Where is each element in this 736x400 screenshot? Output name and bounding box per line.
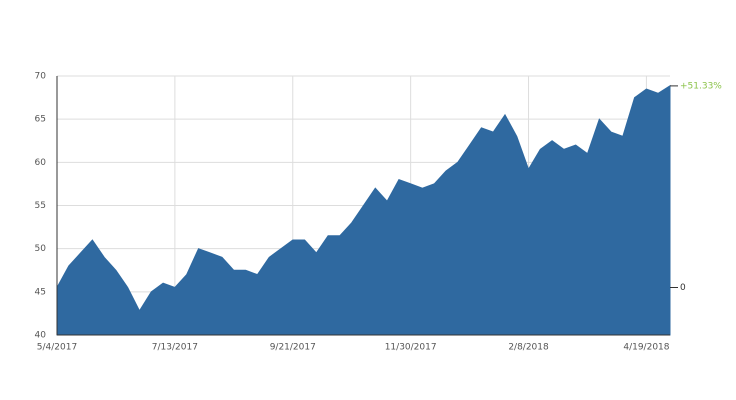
x-tick-label: 5/4/2017	[37, 343, 77, 353]
y-tick-label: 40	[35, 331, 47, 341]
x-tick-label: 9/21/2017	[270, 343, 316, 353]
y-tick-label: 65	[35, 115, 46, 125]
x-tick-label: 4/19/2018	[623, 343, 669, 353]
y2-tick-label: +51.33%	[680, 81, 722, 91]
y-tick-label: 60	[35, 158, 47, 168]
area	[56, 84, 671, 336]
y-tick-label: 55	[35, 201, 46, 211]
y-tick-label: 70	[35, 72, 47, 82]
x-tick-label: 7/13/2017	[152, 343, 198, 353]
y2-tick-label: 0	[680, 283, 686, 293]
x-tick-label: 2/8/2018	[508, 343, 549, 353]
y-tick-label: 50	[35, 244, 47, 254]
y-tick-label: 45	[35, 287, 46, 297]
x-tick-label: 11/30/2017	[385, 343, 437, 353]
